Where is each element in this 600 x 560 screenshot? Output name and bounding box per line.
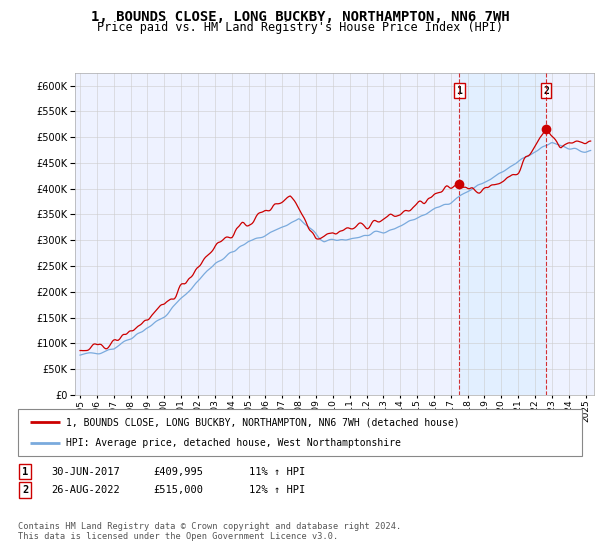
Text: 11% ↑ HPI: 11% ↑ HPI	[249, 466, 305, 477]
Text: 2: 2	[543, 86, 549, 96]
Text: 1, BOUNDS CLOSE, LONG BUCKBY, NORTHAMPTON, NN6 7WH (detached house): 1, BOUNDS CLOSE, LONG BUCKBY, NORTHAMPTO…	[66, 417, 460, 427]
Text: 1, BOUNDS CLOSE, LONG BUCKBY, NORTHAMPTON, NN6 7WH: 1, BOUNDS CLOSE, LONG BUCKBY, NORTHAMPTO…	[91, 10, 509, 24]
Bar	[459, 73, 546, 395]
Text: Price paid vs. HM Land Registry's House Price Index (HPI): Price paid vs. HM Land Registry's House …	[97, 21, 503, 34]
Text: 26-AUG-2022: 26-AUG-2022	[51, 485, 120, 495]
Text: 1: 1	[456, 86, 462, 96]
Text: 2: 2	[22, 485, 28, 495]
Text: HPI: Average price, detached house, West Northamptonshire: HPI: Average price, detached house, West…	[66, 438, 401, 448]
Text: 30-JUN-2017: 30-JUN-2017	[51, 466, 120, 477]
Text: £515,000: £515,000	[153, 485, 203, 495]
Text: 1: 1	[22, 466, 28, 477]
Text: £409,995: £409,995	[153, 466, 203, 477]
Text: Contains HM Land Registry data © Crown copyright and database right 2024.
This d: Contains HM Land Registry data © Crown c…	[18, 522, 401, 542]
Text: 12% ↑ HPI: 12% ↑ HPI	[249, 485, 305, 495]
